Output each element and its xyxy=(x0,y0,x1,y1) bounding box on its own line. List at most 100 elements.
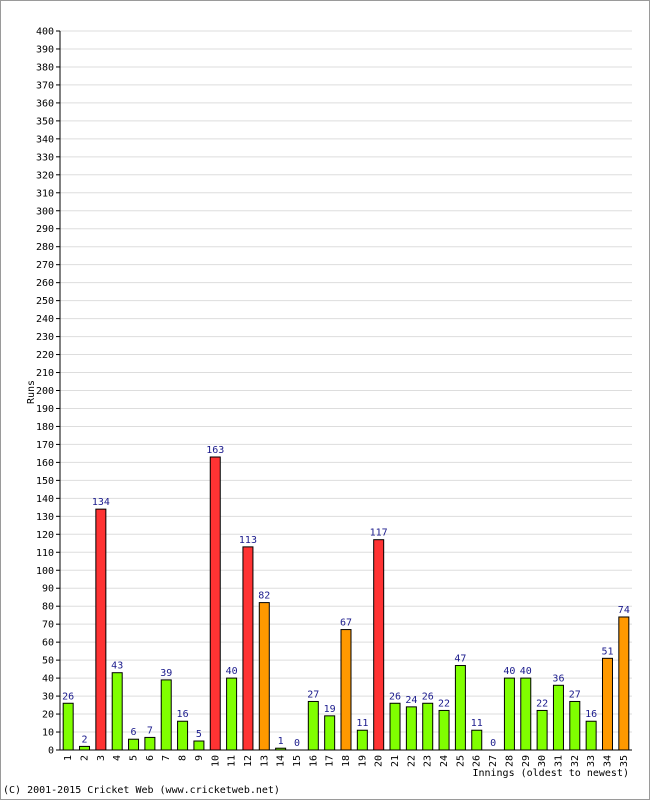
y-tick-label-270: 270 xyxy=(36,260,54,271)
value-label-innings-33: 16 xyxy=(585,709,597,720)
y-tick-label-180: 180 xyxy=(36,422,54,433)
x-tick-label-27: 27 xyxy=(488,755,499,767)
x-tick-label-30: 30 xyxy=(537,755,548,767)
x-axis-ticks: 1 2 3 4 5 6 7 8 9 10 11 12 13 14 15 16 17 18 19 20 21 22 23 24 2… xyxy=(63,755,630,767)
x-tick-label-23: 23 xyxy=(423,755,434,767)
bar-innings-31 xyxy=(552,684,564,751)
value-label-innings-6: 7 xyxy=(147,725,153,736)
value-label-innings-27: 0 xyxy=(490,738,496,749)
x-tick-label-25: 25 xyxy=(455,755,466,767)
y-tick-label-150: 150 xyxy=(36,476,54,487)
y-tick-label-220: 220 xyxy=(36,350,54,361)
x-tick-label-14: 14 xyxy=(276,755,287,767)
y-tick-label-380: 380 xyxy=(36,62,54,73)
x-tick-label-10: 10 xyxy=(210,755,221,767)
value-label-innings-9: 5 xyxy=(196,729,202,740)
bar-innings-25 xyxy=(454,665,466,751)
x-tick-label-29: 29 xyxy=(521,755,532,767)
bar-innings-22 xyxy=(405,706,417,751)
bar-innings-32 xyxy=(569,700,581,751)
bar-innings-19 xyxy=(356,729,368,751)
y-tick-label-140: 140 xyxy=(36,494,54,505)
value-label-innings-15: 0 xyxy=(294,738,300,749)
value-label-innings-4: 43 xyxy=(111,661,123,672)
x-tick-label-33: 33 xyxy=(586,755,597,767)
y-tick-label-50: 50 xyxy=(42,656,54,667)
y-tick-label-30: 30 xyxy=(42,692,54,703)
bar-innings-35 xyxy=(618,616,630,751)
value-label-innings-11: 40 xyxy=(226,666,238,677)
x-tick-label-26: 26 xyxy=(472,755,483,767)
y-tick-label-350: 350 xyxy=(36,116,54,127)
x-tick-label-28: 28 xyxy=(504,755,515,767)
y-tick-label-0: 0 xyxy=(48,746,54,757)
value-label-innings-1: 26 xyxy=(62,691,74,702)
value-label-innings-34: 51 xyxy=(601,646,613,657)
value-label-innings-8: 16 xyxy=(177,709,189,720)
value-label-innings-20: 117 xyxy=(370,528,388,539)
x-tick-label-21: 21 xyxy=(390,755,401,767)
x-tick-label-13: 13 xyxy=(259,755,270,767)
bar-innings-20 xyxy=(373,539,385,751)
y-tick-label-190: 190 xyxy=(36,404,54,415)
bar-innings-24 xyxy=(438,709,450,751)
y-tick-label-110: 110 xyxy=(36,548,54,559)
y-tick-label-100: 100 xyxy=(36,566,54,577)
y-tick-label-360: 360 xyxy=(36,98,54,109)
bar-innings-2 xyxy=(79,745,91,751)
y-tick-label-400: 400 xyxy=(36,27,54,38)
x-tick-label-6: 6 xyxy=(145,755,156,761)
bar-innings-18 xyxy=(340,629,352,751)
y-tick-label-230: 230 xyxy=(36,332,54,343)
x-tick-label-5: 5 xyxy=(129,755,140,761)
y-tick-label-10: 10 xyxy=(42,728,54,739)
bar-innings-7 xyxy=(160,679,172,751)
bar-innings-8 xyxy=(177,720,189,751)
x-tick-label-19: 19 xyxy=(357,755,368,767)
y-tick-label-60: 60 xyxy=(42,638,54,649)
y-tick-label-210: 210 xyxy=(36,368,54,379)
value-label-innings-35: 74 xyxy=(618,605,630,616)
value-label-innings-24: 22 xyxy=(438,698,450,709)
x-axis-title: Innings (oldest to newest) xyxy=(472,768,629,779)
bar-innings-12 xyxy=(242,546,254,751)
x-tick-label-20: 20 xyxy=(374,755,385,767)
y-tick-label-70: 70 xyxy=(42,620,54,631)
x-tick-label-17: 17 xyxy=(325,755,336,767)
bar-innings-29 xyxy=(520,677,532,751)
x-tick-label-3: 3 xyxy=(96,755,107,761)
y-tick-label-160: 160 xyxy=(36,458,54,469)
value-label-innings-32: 27 xyxy=(569,689,581,700)
y-tick-label-240: 240 xyxy=(36,314,54,325)
y-tick-label-390: 390 xyxy=(36,44,54,55)
value-label-innings-30: 22 xyxy=(536,698,548,709)
value-label-innings-12: 113 xyxy=(239,535,257,546)
y-tick-label-280: 280 xyxy=(36,242,54,253)
copyright-text: (C) 2001-2015 Cricket Web (www.cricketwe… xyxy=(3,785,280,796)
y-tick-label-330: 330 xyxy=(36,152,54,163)
y-tick-label-300: 300 xyxy=(36,206,54,217)
x-tick-label-22: 22 xyxy=(406,755,417,767)
x-tick-label-11: 11 xyxy=(227,755,238,767)
y-axis-ticks: 0 10 20 30 40 50 60 70 80 90 100 110 120 130 140 150 160… xyxy=(36,27,60,757)
bar-innings-4 xyxy=(111,672,123,751)
value-label-innings-26: 11 xyxy=(471,718,483,729)
y-tick-label-200: 200 xyxy=(36,386,54,397)
x-tick-label-9: 9 xyxy=(194,755,205,761)
bar-innings-5 xyxy=(128,738,140,751)
y-axis-title: Runs xyxy=(26,380,37,404)
x-tick-label-12: 12 xyxy=(243,755,254,767)
y-tick-label-90: 90 xyxy=(42,584,54,595)
x-tick-label-2: 2 xyxy=(80,755,91,761)
y-tick-label-130: 130 xyxy=(36,512,54,523)
x-tick-label-4: 4 xyxy=(112,755,123,761)
bar-innings-30 xyxy=(536,709,548,751)
bar-innings-28 xyxy=(503,677,515,751)
x-tick-label-35: 35 xyxy=(619,755,630,767)
bar-innings-13 xyxy=(258,602,270,751)
x-tick-label-16: 16 xyxy=(308,755,319,767)
value-label-innings-29: 40 xyxy=(520,666,532,677)
